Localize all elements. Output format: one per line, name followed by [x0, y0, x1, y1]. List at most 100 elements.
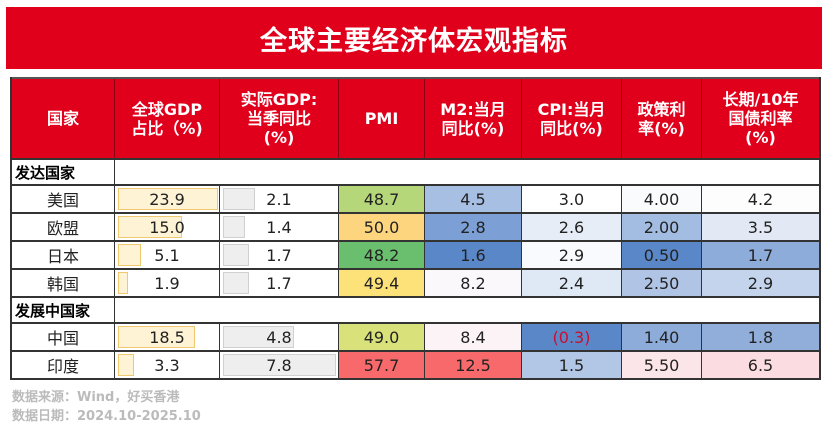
table-row: 中国 18.5 4.8 49.0 8.4 (0.3) 1.40 1.8: [12, 322, 819, 350]
gdp-share-cell: 18.5: [115, 324, 220, 350]
gdp-share-cell: 5.1: [115, 242, 220, 268]
pmi-cell: 49.0: [339, 324, 425, 350]
data-bar: [118, 354, 134, 376]
real-gdp-cell-value: 1.7: [266, 245, 292, 265]
data-bar: [223, 216, 245, 238]
m2-cell: 4.5: [425, 186, 522, 212]
policy-rate-cell-value: 5.50: [643, 355, 680, 375]
policy-rate-cell: 2.50: [622, 270, 702, 296]
bond-yield-cell: 1.7: [702, 242, 819, 268]
policy-rate-cell-value: 2.50: [643, 273, 680, 293]
gdp-share-cell-value: 1.9: [154, 273, 180, 293]
gdp-share-cell-value: 18.5: [149, 327, 185, 347]
real-gdp-cell-value: 4.8: [266, 327, 292, 347]
m2-cell-value: 8.4: [460, 327, 486, 347]
m2-cell-value: 8.2: [460, 273, 486, 293]
m2-cell: 8.4: [425, 324, 522, 350]
cpi-cell: (0.3): [522, 324, 622, 350]
data-source-note: 数据来源：Wind，好买香港: [12, 390, 180, 405]
data-bar: [223, 354, 336, 376]
bond-yield-cell-value: 4.2: [747, 189, 774, 209]
country-cell: 美国: [12, 186, 115, 212]
column-header: PMI: [339, 79, 425, 158]
pmi-cell: 57.7: [339, 352, 425, 378]
data-bar: [223, 326, 294, 348]
cpi-cell-value: 1.5: [558, 355, 585, 375]
bond-yield-cell: 4.2: [702, 186, 819, 212]
data-bar: [118, 216, 182, 238]
real-gdp-cell: 2.1: [220, 186, 339, 212]
cpi-cell-value: 2.4: [558, 273, 585, 293]
group-label: 发展中国家: [12, 298, 115, 322]
real-gdp-cell: 1.7: [220, 270, 339, 296]
m2-cell-value: 2.8: [460, 217, 486, 237]
real-gdp-cell-value: 2.1: [266, 189, 292, 209]
cpi-cell-value: 2.6: [558, 217, 585, 237]
real-gdp-cell-value: 1.4: [266, 217, 292, 237]
bond-yield-cell-value: 1.7: [747, 245, 774, 265]
pmi-cell-value: 57.7: [363, 355, 400, 375]
policy-rate-cell-value: 1.40: [643, 327, 680, 347]
bond-yield-cell-value: 6.5: [747, 355, 774, 375]
country-cell: 日本: [12, 242, 115, 268]
gdp-share-cell-value: 3.3: [154, 355, 180, 375]
m2-cell: 8.2: [425, 270, 522, 296]
pmi-cell: 49.4: [339, 270, 425, 296]
group-spacer: [115, 298, 819, 322]
policy-rate-cell: 5.50: [622, 352, 702, 378]
bond-yield-cell-value: 2.9: [747, 273, 774, 293]
country-cell: 欧盟: [12, 214, 115, 240]
country-cell: 印度: [12, 352, 115, 378]
country-cell-value: 美国: [46, 191, 79, 210]
policy-rate-cell-value: 2.00: [643, 217, 680, 237]
column-header: M2:当月 同比(%): [425, 79, 522, 158]
gdp-share-cell: 3.3: [115, 352, 220, 378]
country-cell: 中国: [12, 324, 115, 350]
table-header: 国家 全球GDP 占比（%) 实际GDP: 当季同比 (%) PMI M2:当月 同比(…: [12, 77, 819, 158]
pmi-cell: 48.7: [339, 186, 425, 212]
data-date-note: 数据日期：2024.10-2025.10: [12, 409, 201, 424]
policy-rate-cell: 0.50: [622, 242, 702, 268]
country-cell-value: 中国: [46, 329, 79, 348]
country-cell-value: 韩国: [46, 275, 79, 294]
m2-cell: 1.6: [425, 242, 522, 268]
policy-rate-cell-value: 0.50: [643, 245, 680, 265]
group-label: 发达国家: [12, 160, 115, 184]
bond-yield-cell: 6.5: [702, 352, 819, 378]
m2-cell-value: 1.6: [460, 245, 486, 265]
pmi-cell-value: 48.2: [363, 245, 400, 265]
bond-yield-cell: 2.9: [702, 270, 819, 296]
gdp-share-cell: 23.9: [115, 186, 220, 212]
pmi-cell: 50.0: [339, 214, 425, 240]
column-header: 实际GDP: 当季同比 (%): [220, 79, 339, 158]
m2-cell: 2.8: [425, 214, 522, 240]
real-gdp-cell: 4.8: [220, 324, 339, 350]
cpi-cell: 2.4: [522, 270, 622, 296]
data-bar: [223, 272, 250, 294]
gdp-share-cell-value: 5.1: [154, 245, 180, 265]
group-row: 发达国家: [12, 158, 819, 184]
table-row: 欧盟 15.0 1.4 50.0 2.8 2.6 2.00 3.5: [12, 212, 819, 240]
bond-yield-cell-value: 1.8: [747, 327, 774, 347]
data-bar: [118, 244, 141, 266]
bond-yield-cell: 3.5: [702, 214, 819, 240]
table-row: 日本 5.1 1.7 48.2 1.6 2.9 0.50 1.7: [12, 240, 819, 268]
macro-indicators-table: 国家 全球GDP 占比（%) 实际GDP: 当季同比 (%) PMI M2:当月 同比(…: [10, 77, 821, 380]
group-row: 发展中国家: [12, 296, 819, 322]
country-cell: 韩国: [12, 270, 115, 296]
cpi-cell: 2.6: [522, 214, 622, 240]
data-bar: [223, 244, 250, 266]
cpi-cell-value: (0.3): [552, 327, 591, 347]
column-header: CPI:当月 同比(%): [522, 79, 622, 158]
group-spacer: [115, 160, 819, 184]
country-cell-value: 欧盟: [46, 219, 79, 238]
policy-rate-cell: 2.00: [622, 214, 702, 240]
data-bar: [118, 272, 128, 294]
real-gdp-cell-value: 7.8: [266, 355, 292, 375]
m2-cell-value: 12.5: [455, 355, 491, 375]
table-row: 美国 23.9 2.1 48.7 4.5 3.0 4.00 4.2: [12, 184, 819, 212]
cpi-cell-value: 2.9: [558, 245, 585, 265]
data-bar: [223, 188, 255, 210]
table-row: 韩国 1.9 1.7 49.4 8.2 2.4 2.50 2.9: [12, 268, 819, 296]
real-gdp-cell: 7.8: [220, 352, 339, 378]
